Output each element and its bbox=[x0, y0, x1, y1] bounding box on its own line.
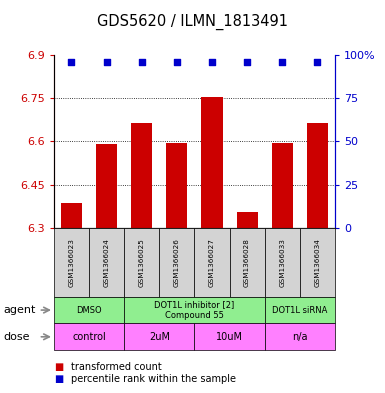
Text: agent: agent bbox=[4, 305, 36, 315]
Point bbox=[174, 59, 180, 65]
Bar bbox=[307, 123, 328, 228]
Bar bbox=[236, 212, 258, 228]
Point bbox=[209, 59, 215, 65]
Bar bbox=[166, 143, 187, 228]
Text: 2uM: 2uM bbox=[149, 332, 170, 342]
Text: GSM1366034: GSM1366034 bbox=[315, 238, 320, 287]
Text: DMSO: DMSO bbox=[76, 306, 102, 314]
Point bbox=[314, 59, 320, 65]
Text: percentile rank within the sample: percentile rank within the sample bbox=[71, 374, 236, 384]
Text: GSM1366025: GSM1366025 bbox=[139, 238, 145, 287]
Point bbox=[139, 59, 145, 65]
Text: GDS5620 / ILMN_1813491: GDS5620 / ILMN_1813491 bbox=[97, 13, 288, 30]
Text: transformed count: transformed count bbox=[71, 362, 162, 372]
Point bbox=[104, 59, 110, 65]
Bar bbox=[201, 97, 223, 228]
Bar bbox=[96, 144, 117, 228]
Text: GSM1366026: GSM1366026 bbox=[174, 238, 180, 287]
Text: ■: ■ bbox=[54, 362, 63, 372]
Text: GSM1366024: GSM1366024 bbox=[104, 238, 110, 287]
Point bbox=[69, 59, 75, 65]
Point bbox=[244, 59, 250, 65]
Text: DOT1L inhibitor [2]
Compound 55: DOT1L inhibitor [2] Compound 55 bbox=[154, 300, 234, 320]
Text: dose: dose bbox=[4, 332, 30, 342]
Text: GSM1366023: GSM1366023 bbox=[69, 238, 74, 287]
Text: GSM1366028: GSM1366028 bbox=[244, 238, 250, 287]
Text: 10uM: 10uM bbox=[216, 332, 243, 342]
Bar bbox=[272, 143, 293, 228]
Bar bbox=[131, 123, 152, 228]
Point bbox=[279, 59, 285, 65]
Text: GSM1366033: GSM1366033 bbox=[279, 238, 285, 287]
Bar bbox=[61, 204, 82, 228]
Text: n/a: n/a bbox=[292, 332, 308, 342]
Text: control: control bbox=[72, 332, 106, 342]
Text: GSM1366027: GSM1366027 bbox=[209, 238, 215, 287]
Text: DOT1L siRNA: DOT1L siRNA bbox=[272, 306, 328, 314]
Text: ■: ■ bbox=[54, 374, 63, 384]
